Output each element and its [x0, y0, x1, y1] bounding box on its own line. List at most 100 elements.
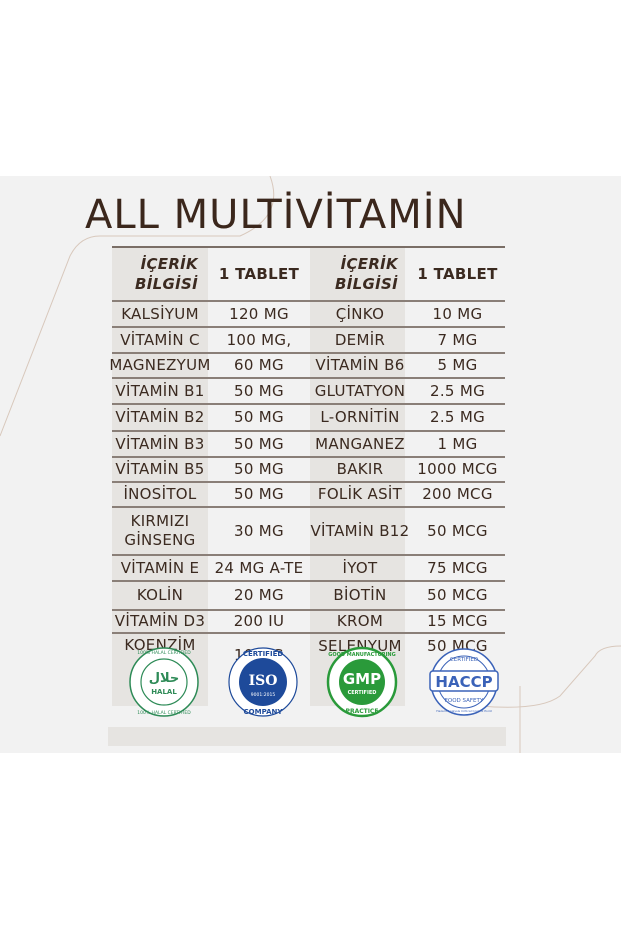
svg-text:100% HALAL CERTIFIED: 100% HALAL CERTIFIED	[137, 650, 191, 656]
certification-badges: حلال HALAL 100% HALAL CERTIFIED 100% HAL…	[112, 646, 505, 726]
ingredient-name: İNOSİTOL	[123, 485, 197, 503]
ingredient-amount: 60 MG	[234, 356, 284, 374]
ingredient-name: KALSİYUM	[121, 304, 199, 323]
ingredient-amount: 24 MG A-TE	[214, 558, 304, 577]
ingredient-name: VİTAMİN E	[120, 558, 200, 577]
svg-text:PRACTICE: PRACTICE	[346, 708, 379, 715]
ingredient-name: VİTAMİN B5	[115, 460, 205, 478]
ingredient-amount: 50 MG	[234, 485, 284, 503]
row-divider	[112, 580, 505, 582]
column-shade	[112, 246, 208, 706]
ingredient-amount: 15 MCG	[427, 612, 488, 630]
ingredient-amount: 20 MG	[234, 586, 284, 604]
table-row: VİTAMİN E 24 MG A-TE İYOT 75 MCG	[112, 556, 505, 580]
ingredient-amount: 5 MG	[437, 356, 478, 374]
header-amount: 1 TABLET	[417, 264, 498, 283]
ingredient-name: VİTAMİN B2	[115, 408, 205, 426]
svg-text:CERTIFIED: CERTIFIED	[348, 690, 377, 696]
row-divider	[112, 481, 505, 483]
row-divider	[112, 326, 505, 328]
table-top-rule	[112, 246, 505, 248]
halal-badge-icon: حلال HALAL 100% HALAL CERTIFIED 100% HAL…	[129, 647, 199, 717]
ingredient-amount: 75 MCG	[427, 558, 488, 577]
ingredient-name: VİTAMİN C	[120, 330, 200, 349]
svg-text:100% HALAL CERTIFIED: 100% HALAL CERTIFIED	[137, 710, 191, 716]
svg-text:حلال: حلال	[149, 671, 180, 686]
table-row: VİTAMİN D3 200 IU KROM 15 MCG	[112, 611, 505, 632]
table-header-row: İÇERİK BİLGİSİ 1 TABLET İÇERİK BİLGİSİ 1…	[112, 248, 505, 300]
table-row: KALSİYUM 120 MG ÇİNKO 10 MG	[112, 302, 505, 326]
ingredient-amount: 50 MCG	[427, 586, 488, 604]
svg-text:GMP: GMP	[343, 670, 381, 688]
row-divider	[112, 352, 505, 354]
decorative-lines	[0, 176, 621, 753]
table-row: VİTAMİN C 100 MG, DEMİR 7 MG	[112, 328, 505, 352]
svg-text:GOOD MANUFACTURING: GOOD MANUFACTURING	[328, 652, 395, 658]
ingredient-name: VİTAMİN B12	[310, 521, 410, 540]
table-row: VİTAMİN B5 50 MG BAKIR 1000 MCG	[112, 458, 505, 481]
row-divider	[112, 632, 505, 634]
header-ingredient: İÇERİK BİLGİSİ	[335, 255, 398, 293]
row-divider	[112, 403, 505, 405]
ingredient-name: KIRMIZI GİNSENG	[124, 512, 196, 549]
svg-text:COMPANY: COMPANY	[244, 708, 284, 716]
ingredient-name: VİTAMİN B3	[115, 434, 205, 453]
haccp-badge-icon: HACCP CERTIFIED FOOD SAFETY Hazard Analy…	[429, 648, 499, 716]
table-row: VİTAMİN B3 50 MG MANGANEZ 1 MG	[112, 432, 505, 456]
ingredient-amount: 50 MG	[234, 408, 284, 426]
row-divider	[112, 506, 505, 508]
ingredient-name: KOLİN	[136, 586, 184, 604]
ingredient-amount: 100 MG,	[226, 330, 292, 349]
ingredient-name: BİOTİN	[333, 586, 387, 604]
svg-text:HACCP: HACCP	[435, 673, 492, 691]
row-divider	[112, 456, 505, 458]
svg-text:CERTIFIED: CERTIFIED	[243, 650, 284, 658]
ingredient-name: VİTAMİN B1	[115, 381, 205, 400]
table-row: VİTAMİN B2 50 MG L-ORNİTİN 2.5 MG	[112, 405, 505, 430]
svg-text:Hazard Analysis Critical Contr: Hazard Analysis Critical Control Point	[436, 709, 492, 713]
row-divider	[112, 430, 505, 432]
ingredient-name: İYOT	[342, 558, 378, 577]
column-shade	[310, 246, 405, 706]
svg-text:CERTIFIED: CERTIFIED	[450, 657, 478, 663]
row-divider	[112, 377, 505, 379]
iso-badge-icon: ISO 9001:2015 CERTIFIED COMPANY	[228, 647, 298, 717]
ingredient-name: L-ORNİTİN	[320, 408, 400, 426]
ingredient-amount: 200 MCG	[422, 485, 493, 503]
ingredient-name: VİTAMİN B6	[315, 356, 405, 374]
ingredient-amount: 200 IU	[233, 612, 285, 630]
ingredient-name: VİTAMİN D3	[114, 612, 206, 630]
table-row: İNOSİTOL 50 MG FOLİK ASİT 200 MCG	[112, 483, 505, 506]
svg-text:9001:2015: 9001:2015	[251, 692, 276, 698]
row-divider	[112, 554, 505, 556]
svg-text:HALAL: HALAL	[151, 688, 177, 696]
ingredient-amount: 10 MG	[432, 304, 483, 323]
table-row: VİTAMİN B1 50 MG GLUTATYON 2.5 MG	[112, 379, 505, 403]
ingredient-name: ÇİNKO	[335, 304, 385, 323]
header-amount: 1 TABLET	[218, 264, 300, 283]
table-row: MAGNEZYUM 60 MG VİTAMİN B6 5 MG	[109, 354, 505, 377]
ingredient-name: DEMİR	[334, 330, 386, 349]
ingredient-amount: 2.5 MG	[430, 381, 485, 400]
table-row: KIRMIZI GİNSENG 30 MG VİTAMİN B12 50 MCG	[112, 508, 505, 554]
footer-bar	[108, 727, 506, 746]
ingredient-amount: 50 MG	[234, 460, 284, 478]
ingredient-amount: 2.5 MG	[430, 408, 485, 426]
ingredient-amount: 30 MG	[234, 521, 284, 540]
header-ingredient: İÇERİK BİLGİSİ	[135, 255, 198, 293]
ingredient-amount: 50 MG	[234, 381, 284, 400]
gmp-badge-icon: GMP CERTIFIED GOOD MANUFACTURING PRACTIC…	[326, 646, 398, 718]
table-row: KOLİN 20 MG BİOTİN 50 MCG	[112, 582, 505, 609]
ingredient-name: KROM	[336, 612, 384, 630]
product-info-panel: ALL MULTİVİTAMİN İÇERİK BİLGİSİ 1 TABLET…	[0, 176, 621, 753]
row-divider	[112, 300, 505, 302]
ingredient-name: BAKIR	[336, 460, 384, 478]
ingredient-name: SELENYUM	[318, 637, 402, 655]
ingredient-amount: 50 MCG	[427, 521, 488, 540]
svg-text:ISO: ISO	[249, 673, 278, 689]
ingredient-amount: 50 MG	[234, 434, 284, 453]
ingredient-amount: 7 MG	[437, 330, 478, 349]
ingredient-name: MANGANEZ	[315, 434, 405, 453]
ingredient-name: FOLİK ASİT	[317, 485, 403, 503]
page-title: ALL MULTİVİTAMİN	[85, 192, 467, 238]
